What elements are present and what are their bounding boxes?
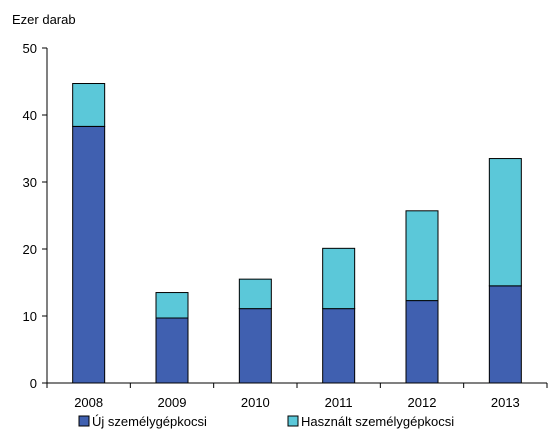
x-tick-label: 2008 [74,395,103,410]
bar-new-cars [72,125,106,384]
y-tick-label: 0 [30,376,37,391]
legend-label-new-cars: Új személygépkocsi [92,414,207,429]
y-tick-label: 10 [23,309,37,324]
bar-used-cars [488,158,522,287]
bar-used-cars [155,292,189,319]
legend-swatch-new-cars [78,415,90,427]
legend-label-used-cars: Használt személygépkocsi [301,414,454,429]
plot-area: 0 10 20 30 40 50 2008 2009 2010 2011 2012 2013 [23,41,548,410]
bar-used-cars [72,83,106,127]
y-tick-label: 20 [23,242,37,257]
x-tick-label: 2011 [325,395,353,410]
bar-used-cars [238,278,272,310]
bar-new-cars [238,308,272,384]
bar-used-cars [322,247,356,310]
y-tick-label: 50 [23,41,37,56]
bar-new-cars [405,300,439,384]
bar-new-cars [155,317,189,384]
bar-new-cars [488,285,522,384]
bar-used-cars [405,210,439,302]
x-tick-label: 2013 [491,395,520,410]
x-tick-label: 2010 [241,395,270,410]
legend-swatch-used-cars [287,415,299,427]
x-tick-label: 2012 [408,395,437,410]
bar-new-cars [322,308,356,384]
y-tick-label: 30 [23,175,37,190]
y-tick-label: 40 [23,108,37,123]
x-tick-label: 2009 [158,395,187,410]
legend: Új személygépkocsi Használt személygépkoc… [78,414,454,429]
y-axis-unit-label: Ezer darab [12,12,76,27]
